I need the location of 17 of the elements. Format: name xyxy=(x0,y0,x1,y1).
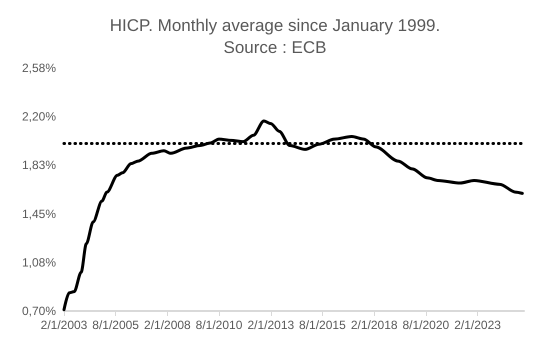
y-tick-label: 2,58% xyxy=(22,61,56,75)
x-tick-label: 8/1/2005 xyxy=(92,318,140,332)
y-tick-label: 1,83% xyxy=(22,158,56,172)
x-tick-label: 2/1/2023 xyxy=(454,318,502,332)
x-tick-label: 8/1/2015 xyxy=(299,318,346,332)
x-tick-label: 2/1/2008 xyxy=(144,318,192,332)
x-tick-label: 8/1/2020 xyxy=(402,318,450,332)
x-tick-label: 2/1/2003 xyxy=(40,318,88,332)
y-tick-label: 0,70% xyxy=(22,304,56,318)
x-tick-label: 8/1/2010 xyxy=(196,318,243,332)
chart-subtitle: Source : ECB xyxy=(224,38,326,57)
y-tick-label: 2,20% xyxy=(22,110,56,124)
y-tick-label: 1,45% xyxy=(22,206,56,221)
x-tick-label: 2/1/2018 xyxy=(350,318,398,332)
y-tick-label: 1,08% xyxy=(22,255,56,270)
x-tick-label: 2/1/2013 xyxy=(247,318,294,332)
chart-title: HICP. Monthly average since January 1999. xyxy=(110,16,440,35)
